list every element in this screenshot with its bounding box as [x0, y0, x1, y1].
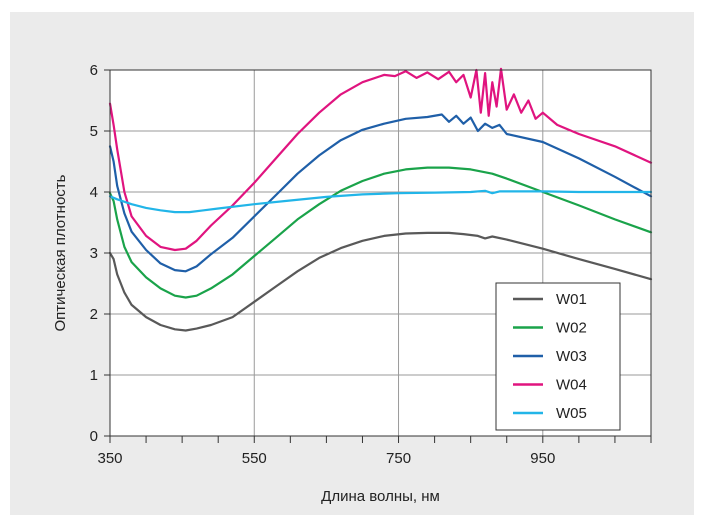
axes: 0 1 2 3 4 5 6 350 550 750 950 — [90, 62, 652, 467]
legend-label-w03: W03 — [556, 348, 587, 365]
x-axis-title: Длина волны, нм — [321, 488, 440, 505]
series-line-w01 — [108, 231, 653, 332]
plot-frame — [109, 69, 652, 437]
y-tick-label: 6 — [90, 62, 98, 79]
x-tick-label: 350 — [97, 450, 122, 467]
y-tick-label: 2 — [90, 306, 98, 323]
y-tick-label: 3 — [90, 245, 98, 262]
series-line-w05 — [108, 189, 653, 214]
y-axis-title: Оптическая плотность — [52, 174, 69, 331]
y-tick-label: 0 — [90, 428, 98, 445]
legend-label-w01: W01 — [556, 291, 587, 308]
legend: W01 W02 W03 W04 W05 — [495, 282, 621, 431]
y-tick-label: 5 — [90, 123, 98, 140]
legend-label-w04: W04 — [556, 377, 587, 394]
x-tick-label: 950 — [530, 450, 555, 467]
series-line-w04 — [108, 67, 653, 252]
series-layer — [108, 67, 653, 332]
series-line-w02 — [108, 166, 653, 299]
y-tick-label: 1 — [90, 367, 98, 384]
legend-label-w02: W02 — [556, 320, 587, 337]
y-tick-label: 4 — [90, 184, 98, 201]
x-tick-label: 550 — [242, 450, 267, 467]
legend-label-w05: W05 — [556, 405, 587, 422]
series-line-w03 — [108, 113, 653, 273]
x-tick-label: 750 — [386, 450, 411, 467]
